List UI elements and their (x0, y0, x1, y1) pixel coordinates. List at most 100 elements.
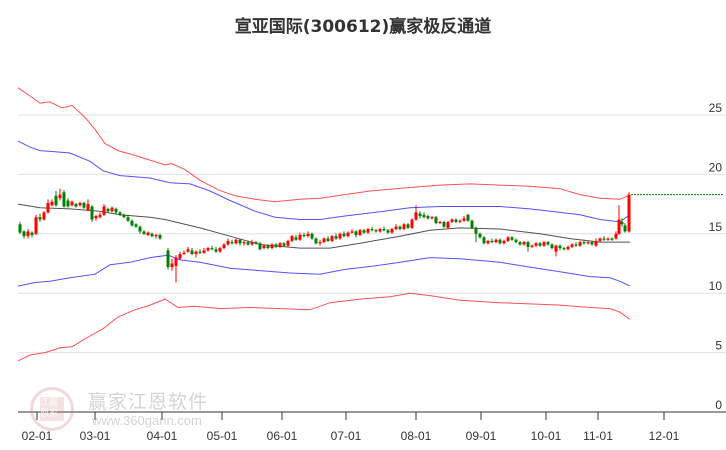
candle (78, 201, 82, 207)
channel-bands (17, 87, 631, 362)
candle (326, 236, 330, 243)
y-tick-label: 0 (715, 398, 722, 412)
candle (98, 212, 102, 219)
candle (526, 240, 530, 252)
candle (378, 227, 382, 233)
candle (254, 240, 258, 245)
candle (238, 238, 242, 246)
candle (294, 234, 298, 241)
candle (382, 226, 386, 232)
candle (130, 219, 134, 227)
candle (122, 213, 126, 219)
candle (338, 232, 342, 240)
candle (274, 243, 278, 249)
chart-title: 宣亚国际(300612)赢家极反通道 (234, 17, 492, 37)
candle (330, 234, 334, 243)
x-tick-label: 12-01 (649, 429, 680, 443)
candle (534, 242, 538, 247)
x-tick-label: 05-01 (207, 429, 238, 443)
candle (450, 218, 454, 224)
x-tick-label: 06-01 (267, 429, 298, 443)
candle (334, 233, 338, 240)
candle (74, 202, 78, 208)
x-tick-label: 10-01 (531, 429, 562, 443)
candle (398, 225, 402, 231)
candle (610, 237, 614, 241)
y-axis-labels: 0 5 10 15 20 25 (709, 101, 723, 412)
candle (86, 199, 90, 212)
candle (430, 215, 434, 220)
candle (138, 225, 142, 234)
candle (574, 242, 578, 247)
candle (454, 218, 458, 224)
candle (617, 205, 621, 235)
candle (310, 232, 314, 240)
candle (282, 242, 286, 247)
candle (426, 214, 430, 220)
candle (546, 240, 550, 246)
candle (234, 238, 238, 245)
candle (22, 230, 26, 239)
x-tick-label: 02-01 (22, 429, 53, 443)
band-outer_lower (17, 292, 631, 362)
candle (394, 224, 398, 231)
candle (322, 237, 326, 244)
y-tick-label: 25 (709, 101, 723, 115)
candle (582, 239, 586, 245)
candle (150, 232, 154, 238)
candle (198, 249, 202, 254)
candle (94, 214, 98, 221)
candle (278, 242, 282, 249)
y-tick-label: 5 (715, 339, 722, 353)
x-tick-label: 04-01 (147, 429, 178, 443)
candle (250, 239, 254, 246)
x-axis: 02-01 03-01 04-01 05-01 06-01 07-01 08-01 09-01… (18, 411, 726, 443)
candle (362, 229, 366, 234)
candle (370, 226, 374, 232)
candle (246, 240, 250, 246)
candle (226, 238, 230, 246)
candle (50, 199, 54, 207)
candle (554, 244, 558, 257)
candle (230, 239, 234, 245)
candle (314, 237, 318, 245)
candle (270, 243, 274, 250)
candle (218, 246, 222, 253)
candle (562, 246, 566, 251)
candle (178, 251, 182, 260)
candle (290, 234, 294, 243)
candlesticks (18, 188, 631, 283)
candle (286, 239, 290, 247)
candle (410, 218, 414, 230)
candle (386, 229, 390, 234)
candle (470, 219, 474, 230)
band-middle (17, 203, 630, 249)
candle (82, 201, 86, 209)
candle (494, 238, 498, 244)
candle (62, 189, 66, 208)
candle (570, 243, 574, 249)
candle (598, 237, 602, 243)
candle (118, 211, 122, 216)
candle (42, 211, 46, 221)
candle (542, 240, 546, 247)
candle (558, 244, 562, 251)
candle (434, 215, 438, 225)
candle (30, 231, 34, 238)
candle (623, 223, 627, 233)
candle (586, 240, 590, 245)
candle (318, 239, 322, 246)
candle (478, 232, 482, 239)
candle (46, 199, 50, 214)
candle (38, 213, 42, 222)
candle (374, 229, 378, 233)
candle (126, 214, 130, 222)
candle (350, 229, 354, 234)
candle (522, 240, 526, 246)
candle (222, 243, 226, 250)
candle (442, 220, 446, 228)
candle (506, 236, 510, 243)
candle (606, 237, 610, 241)
candle (614, 231, 618, 240)
candle (530, 244, 534, 249)
